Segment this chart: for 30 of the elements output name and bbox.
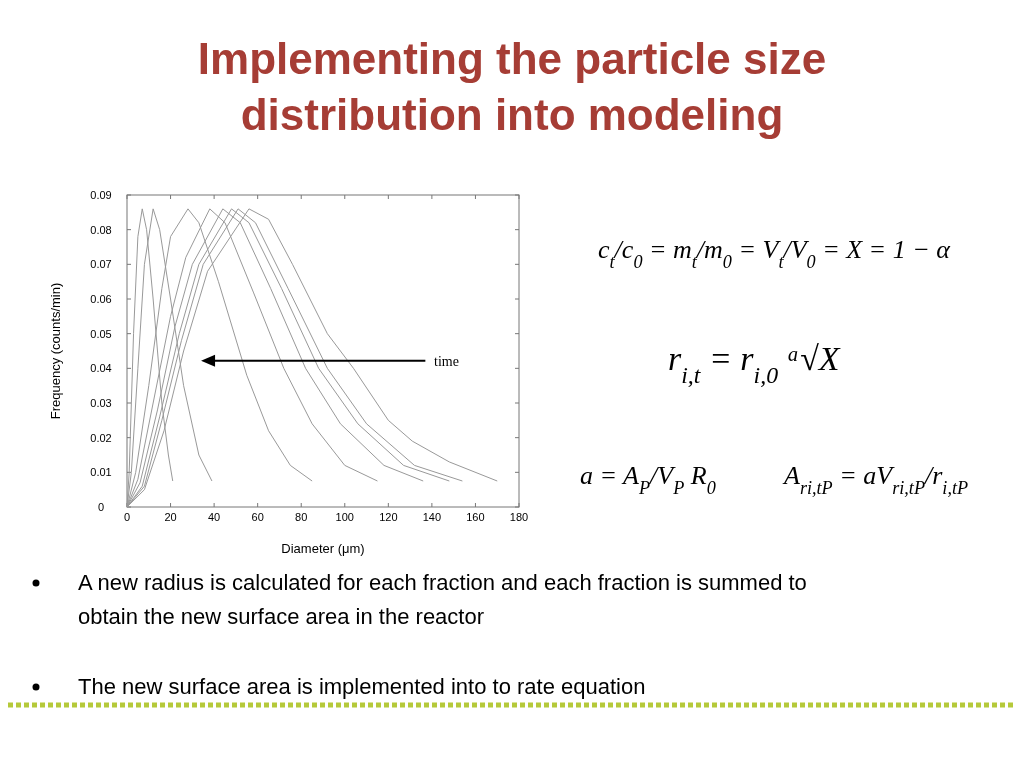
y-axis-title: Frequency (counts/min)	[48, 282, 63, 420]
text: The new surface area is implemented into to rate equation	[78, 674, 646, 699]
y-tick-label: 0.09	[90, 189, 112, 201]
y-tick-label: 0.03	[90, 397, 112, 409]
x-tick-label: 120	[379, 511, 398, 523]
x-tick-label: 80	[295, 511, 308, 523]
y-tick-label: 0.07	[90, 258, 112, 271]
y-tick-label: 0	[97, 501, 105, 513]
x-tick-label: 60	[251, 511, 264, 523]
text: a = A$_{P}$/V$_{P}$ R$_{0}$	[580, 461, 716, 498]
x-tick-label: 160	[466, 511, 485, 523]
x-tick-label: 140	[422, 511, 442, 523]
y-tick-label: 0.06	[90, 293, 112, 305]
annotation: time	[434, 353, 459, 369]
x-tick-label: 100	[335, 511, 354, 523]
y-tick-label: 0.01	[90, 466, 112, 479]
y-tick-label: 0.04	[90, 362, 112, 375]
x-tick-label: 40	[207, 511, 221, 523]
text: c$_{t}$/c$_{0}$ = m$_{t}$/m$_{0}$ = V$_{t}$/V$_{0}$ = X = 1 − α	[598, 235, 950, 272]
chart-title: Implementing the particle size distribution into modeling	[197, 34, 827, 139]
text: A$_{ri,tP}$ = aV$_{ri,tP}$/r$_{i,tP}$	[782, 461, 969, 498]
y-tick-label: 0.02	[90, 431, 112, 444]
y-tick-label: 0.05	[90, 327, 112, 340]
y-tick-label: 0.08	[90, 223, 112, 236]
x-tick-label: 0	[123, 511, 131, 523]
x-axis-title: Diameter (μm)	[281, 541, 365, 556]
text: r$_{i,t}$ = r$_{i,0}$ ᵃ√X	[668, 340, 841, 388]
x-tick-label: 20	[164, 511, 177, 523]
x-tick-label: 180	[509, 511, 529, 523]
text: A new radius is calculated for each fraction and each fraction is summed to obtain the new surface area in the reactor	[78, 570, 807, 629]
